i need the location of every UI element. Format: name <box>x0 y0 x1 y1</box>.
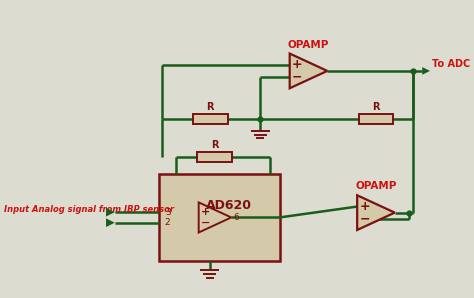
Text: −: − <box>292 71 302 83</box>
Text: 2: 2 <box>165 218 171 227</box>
Text: OPAMP: OPAMP <box>288 40 329 50</box>
Text: R: R <box>211 140 218 150</box>
Text: Input Analog signal from IBP sensor: Input Analog signal from IBP sensor <box>4 205 174 214</box>
Polygon shape <box>199 202 231 232</box>
Text: +: + <box>201 207 210 217</box>
Polygon shape <box>422 67 430 75</box>
Text: −: − <box>359 212 370 225</box>
Bar <box>193 114 228 124</box>
Bar <box>159 174 280 261</box>
Text: AD620: AD620 <box>206 199 252 212</box>
Bar <box>197 152 232 162</box>
Text: R: R <box>206 103 214 112</box>
Polygon shape <box>106 208 115 217</box>
Text: +: + <box>359 200 370 213</box>
Text: −: − <box>201 218 210 228</box>
Polygon shape <box>106 218 115 227</box>
Bar <box>359 114 393 124</box>
Polygon shape <box>357 195 395 230</box>
Text: OPAMP: OPAMP <box>356 181 397 191</box>
Text: +: + <box>292 58 302 71</box>
Text: 6: 6 <box>233 213 239 222</box>
Text: To ADC: To ADC <box>432 59 470 69</box>
Text: R: R <box>372 103 380 112</box>
Text: 3: 3 <box>165 208 171 217</box>
Polygon shape <box>290 54 327 88</box>
